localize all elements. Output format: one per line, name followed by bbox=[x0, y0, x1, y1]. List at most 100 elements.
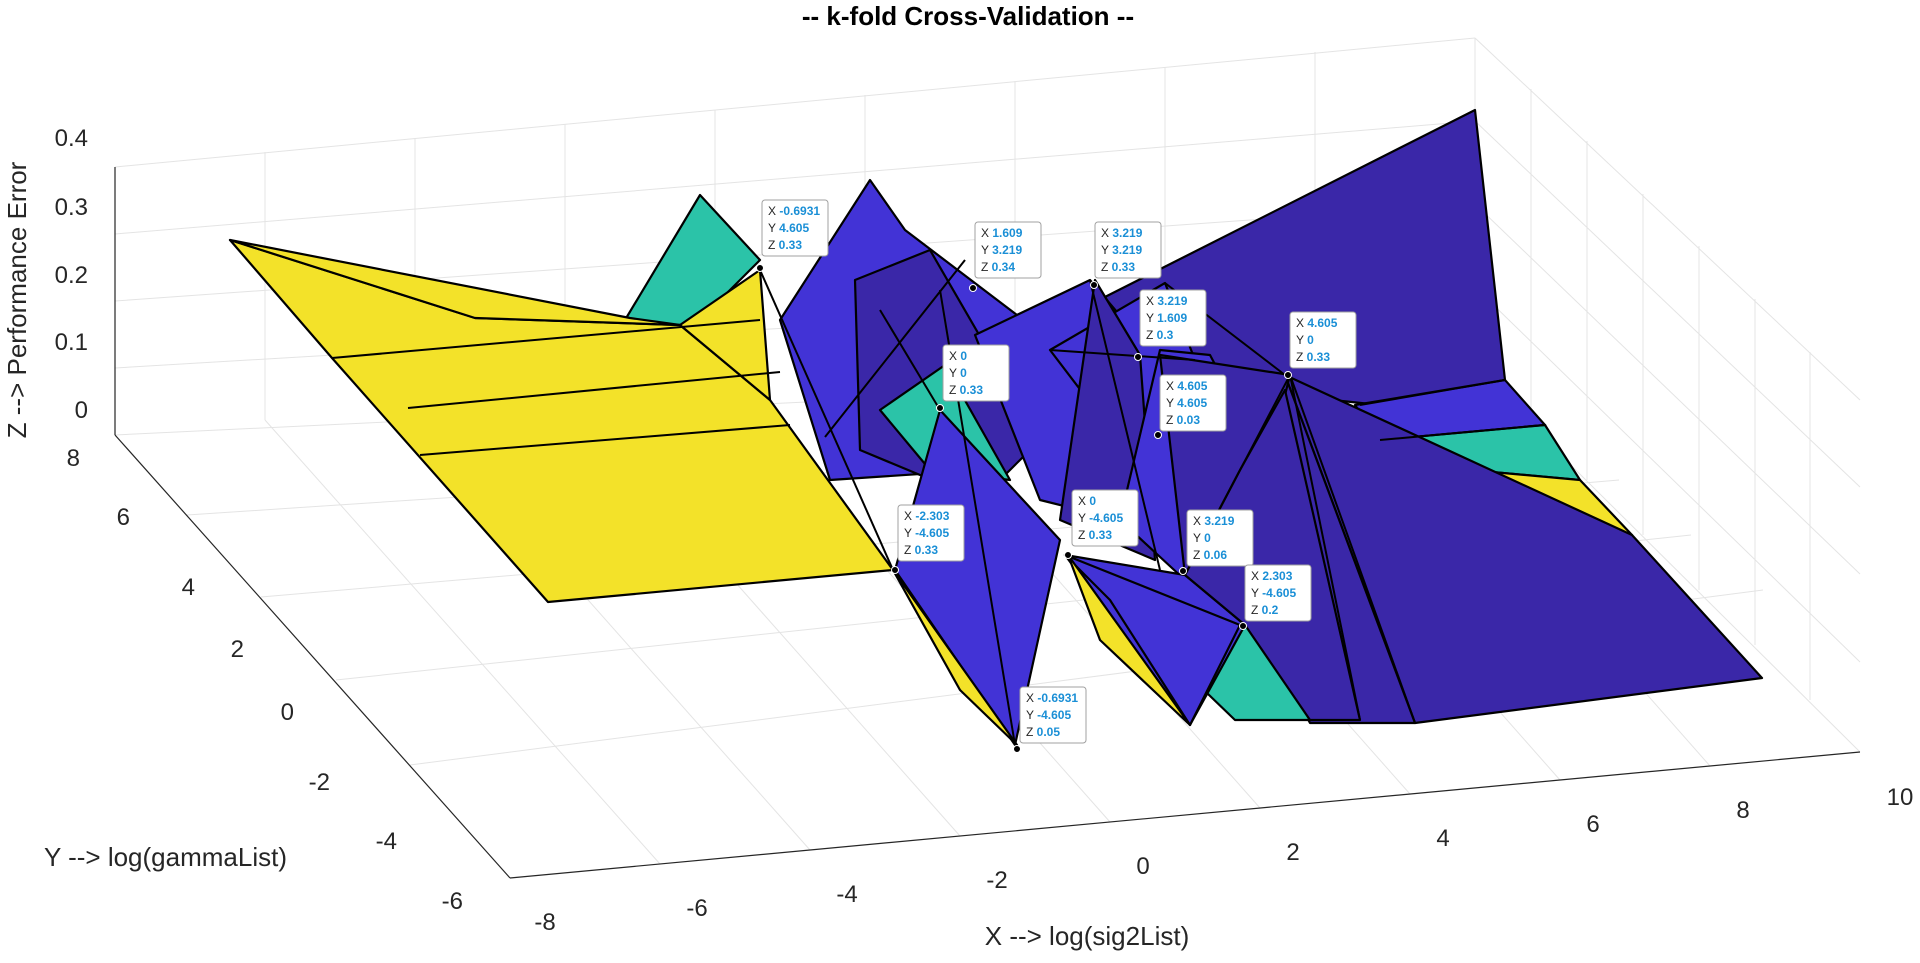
datatip-row: X 3.219 bbox=[1193, 514, 1235, 528]
x-tick-label: -6 bbox=[686, 895, 707, 922]
x-tick-label: 4 bbox=[1436, 825, 1449, 852]
datatip-row: X 4.605 bbox=[1296, 316, 1338, 330]
datatip[interactable]: X 4.605 Y 4.605 Z 0.03 bbox=[1154, 374, 1227, 439]
datatip-row: X 2.303 bbox=[1251, 569, 1293, 583]
datatip-marker bbox=[1154, 431, 1162, 439]
x-axis-line bbox=[509, 751, 1861, 879]
surface-mesh-line bbox=[1049, 349, 1196, 361]
datatip-row: Y 3.219 bbox=[1101, 243, 1142, 257]
y-tick-label: 8 bbox=[67, 445, 80, 472]
datatip-row: Y 0 bbox=[1296, 333, 1314, 347]
datatip-row: Y 4.605 bbox=[768, 221, 809, 235]
datatip-row: X 4.605 bbox=[1166, 379, 1208, 393]
grid-line bbox=[114, 37, 1476, 168]
datatip[interactable]: X 3.219 Y 3.219 Z 0.33 bbox=[1090, 221, 1162, 289]
datatip[interactable]: X 2.303 Y -4.605 Z 0.2 bbox=[1239, 564, 1312, 630]
datatip-row: X 0 bbox=[1078, 494, 1096, 508]
datatip[interactable]: X 3.219 Y 0 Z 0.06 bbox=[1179, 509, 1254, 575]
y-tick-label: 0 bbox=[281, 699, 294, 726]
datatip-row: Z 0.03 bbox=[1166, 413, 1200, 427]
datatip[interactable]: X 3.219 Y 1.609 Z 0.3 bbox=[1134, 289, 1207, 361]
z-tick-label: 0 bbox=[75, 397, 88, 424]
datatip-row: X 0 bbox=[949, 349, 967, 363]
datatip-box bbox=[1289, 311, 1357, 369]
y-tick-label: 6 bbox=[117, 504, 130, 531]
datatip[interactable]: X -2.303 Y -4.605 Z 0.33 bbox=[891, 504, 965, 574]
datatip-row: Y 0 bbox=[1193, 531, 1211, 545]
z-tick-labels: 0 0.1 0.2 0.3 0.4 bbox=[55, 125, 88, 424]
datatip[interactable]: X 1.609 Y 3.219 Z 0.34 bbox=[969, 221, 1042, 292]
datatips: X -0.6931 Y 4.605 Z 0.33 X 1.609 Y 3.219 Z 0.… bbox=[756, 199, 1357, 753]
datatip-row: X -0.6931 bbox=[768, 204, 820, 218]
datatip-box bbox=[942, 344, 1010, 402]
y-tick-label: -2 bbox=[309, 769, 330, 796]
surface-patch bbox=[1066, 553, 1192, 727]
datatip-row: Y -4.605 bbox=[1078, 511, 1123, 525]
z-tick-label: 0.2 bbox=[55, 262, 88, 289]
datatip-row: X -2.303 bbox=[904, 509, 950, 523]
z-tick-label: 0.3 bbox=[55, 194, 88, 221]
datatip-box bbox=[897, 504, 965, 562]
grid-line bbox=[264, 419, 661, 865]
axis-lines bbox=[114, 167, 1861, 879]
datatip-marker bbox=[1179, 567, 1187, 575]
y-tick-label: -4 bbox=[376, 828, 397, 855]
datatip-box bbox=[1019, 686, 1087, 744]
y-axis-label: Y --> log(gammaList) bbox=[44, 842, 287, 872]
datatip-box bbox=[1159, 374, 1227, 432]
datatip[interactable]: X -0.6931 Y -4.605 Z 0.05 bbox=[1013, 686, 1087, 753]
datatip-row: Z 0.33 bbox=[1078, 528, 1112, 542]
datatip-row: Z 0.33 bbox=[768, 238, 802, 252]
datatip-box bbox=[761, 199, 829, 257]
datatip[interactable]: X -0.6931 Y 4.605 Z 0.33 bbox=[756, 199, 829, 272]
surface-mesh-line bbox=[419, 424, 791, 456]
datatip-row: Y 3.219 bbox=[981, 243, 1022, 257]
datatip-box bbox=[1244, 564, 1312, 622]
datatip[interactable]: X 0 Y -4.605 Z 0.33 bbox=[1064, 489, 1139, 559]
surface-mesh-line bbox=[1289, 374, 1416, 724]
surface-mesh-line bbox=[407, 371, 781, 409]
surface-mesh-line bbox=[1379, 424, 1546, 441]
surface-patch bbox=[678, 268, 772, 402]
datatip-box bbox=[1186, 509, 1254, 567]
x-tick-label: 0 bbox=[1136, 853, 1149, 880]
datatip-marker bbox=[1090, 281, 1098, 289]
x-tick-label: 2 bbox=[1286, 839, 1299, 866]
datatip[interactable]: X 4.605 Y 0 Z 0.33 bbox=[1284, 311, 1357, 379]
datatip-row: Z 0.33 bbox=[1296, 350, 1330, 364]
surface-patch bbox=[228, 238, 895, 604]
x-tick-labels: -8 -6 -4 -2 0 2 4 6 8 10 bbox=[534, 784, 1913, 936]
datatip-marker bbox=[969, 284, 977, 292]
y-axis-line bbox=[114, 434, 511, 879]
grid-line bbox=[1474, 120, 1861, 488]
datatip-row: Z 0.3 bbox=[1146, 328, 1174, 342]
z-tick-label: 0.1 bbox=[55, 329, 88, 356]
datatip-row: Y 4.605 bbox=[1166, 396, 1207, 410]
datatip-row: Z 0.06 bbox=[1193, 548, 1227, 562]
y-tick-label: 4 bbox=[182, 574, 195, 601]
datatip-box bbox=[974, 221, 1042, 279]
datatip-row: X 3.219 bbox=[1101, 226, 1143, 240]
datatip-row: Z 0.33 bbox=[1101, 260, 1135, 274]
datatip-marker bbox=[1064, 551, 1072, 559]
datatip-row: Y -4.605 bbox=[904, 526, 949, 540]
y-tick-label: -6 bbox=[442, 888, 463, 915]
datatip-row: Z 0.34 bbox=[981, 260, 1015, 274]
grid-line bbox=[114, 120, 1476, 235]
datatip[interactable]: X 0 Y 0 Z 0.33 bbox=[936, 344, 1010, 412]
z-tick-label: 0.4 bbox=[55, 125, 88, 152]
surface-patch bbox=[228, 238, 682, 327]
datatip-row: Y 1.609 bbox=[1146, 311, 1187, 325]
x-tick-label: -2 bbox=[986, 867, 1007, 894]
surface-mesh-line bbox=[879, 309, 941, 411]
datatip-row: X 3.219 bbox=[1146, 294, 1188, 308]
surface-patch bbox=[891, 568, 1019, 747]
x-axis-label: X --> log(sig2List) bbox=[985, 921, 1189, 951]
y-tick-label: 2 bbox=[231, 636, 244, 663]
x-tick-label: 8 bbox=[1736, 797, 1749, 824]
datatip-marker bbox=[1239, 622, 1247, 630]
datatip-row: X -0.6931 bbox=[1026, 691, 1078, 705]
surface-mesh-line bbox=[331, 319, 761, 359]
datatip-row: Z 0.05 bbox=[1026, 725, 1060, 739]
